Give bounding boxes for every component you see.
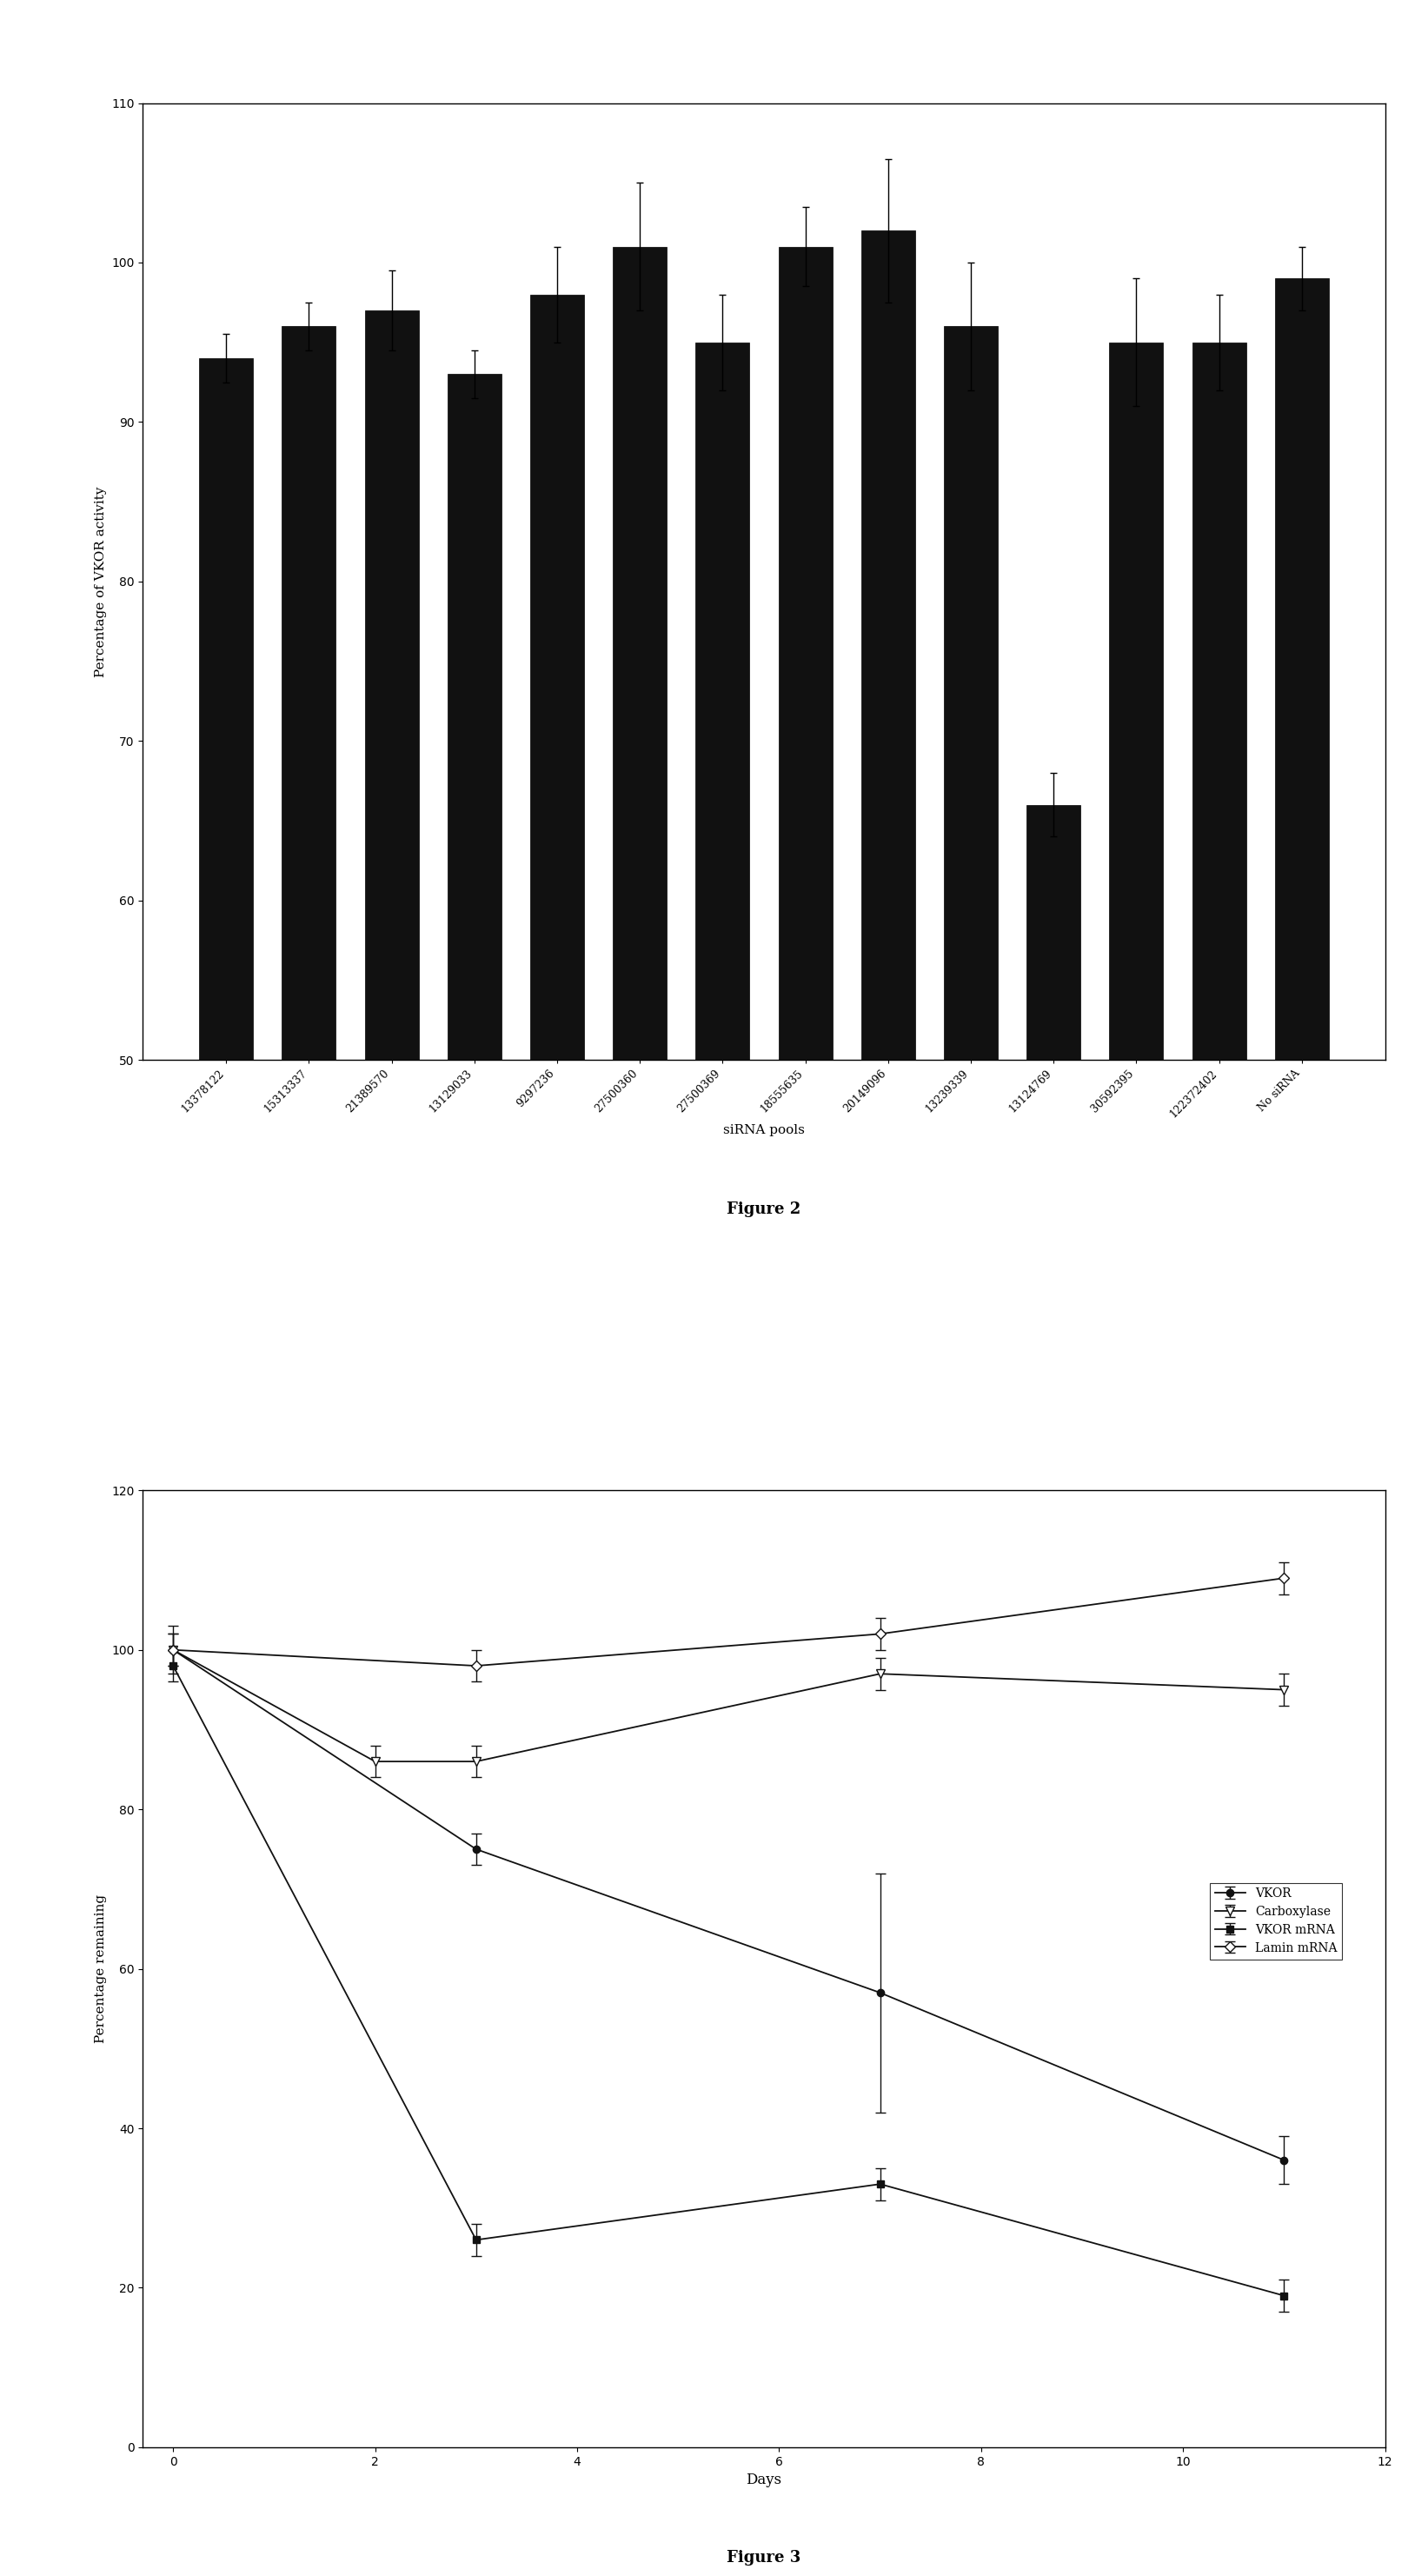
- Bar: [1275, 278, 1328, 1857]
- X-axis label: siRNA pools: siRNA pools: [723, 1123, 805, 1136]
- Bar: [861, 232, 915, 1857]
- Bar: [364, 309, 418, 1857]
- Text: Figure 3: Figure 3: [727, 2550, 801, 2566]
- Bar: [281, 327, 336, 1857]
- Bar: [695, 343, 750, 1857]
- Bar: [1027, 804, 1081, 1857]
- Y-axis label: Percentage of VKOR activity: Percentage of VKOR activity: [94, 487, 107, 677]
- Bar: [1192, 343, 1247, 1857]
- Bar: [944, 327, 998, 1857]
- Y-axis label: Percentage remaining: Percentage remaining: [94, 1893, 107, 2043]
- Bar: [778, 247, 833, 1857]
- Bar: [1110, 343, 1164, 1857]
- Bar: [200, 358, 253, 1857]
- Bar: [613, 247, 667, 1857]
- Bar: [447, 374, 501, 1857]
- Text: Figure 2: Figure 2: [727, 1200, 801, 1218]
- Bar: [530, 294, 584, 1857]
- X-axis label: Days: Days: [745, 2473, 783, 2488]
- Legend: VKOR, Carboxylase, VKOR mRNA, Lamin mRNA: VKOR, Carboxylase, VKOR mRNA, Lamin mRNA: [1210, 1883, 1342, 1960]
